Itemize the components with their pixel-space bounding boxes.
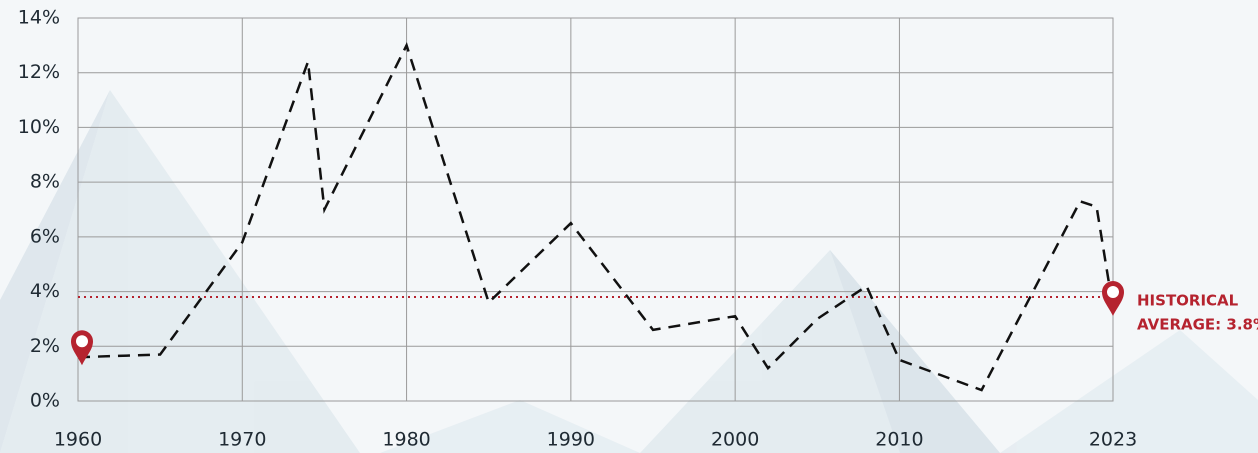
x-tick-label: 1980 [382, 429, 430, 451]
x-tick-label: 1960 [54, 429, 102, 451]
y-tick-label: 4% [30, 280, 60, 302]
data-line [77, 42, 1115, 392]
x-tick-label: 2010 [875, 429, 923, 451]
y-tick-label: 10% [18, 116, 60, 138]
y-tick-label: 2% [30, 335, 60, 357]
plot: 0% 2% 4% 6% 8% 10% 12% 14% 1960 1970 1980 1990 2000 2… [18, 7, 1258, 451]
x-tick-label: 1990 [547, 429, 595, 451]
x-tick-label: 2000 [711, 429, 759, 451]
background-mountains [0, 90, 1258, 453]
pin-hole [1107, 285, 1119, 298]
y-tick-label: 12% [18, 61, 60, 83]
y-tick-label: 14% [18, 7, 60, 29]
pin-hole [76, 335, 88, 348]
x-tick-label: 2023 [1089, 429, 1137, 451]
x-tick-label: 1970 [218, 429, 266, 451]
annotation-text: AVERAGE: 3.8% [1137, 316, 1258, 334]
y-tick-label: 0% [30, 390, 60, 412]
y-tick-label: 8% [30, 171, 60, 193]
annotation-text: HISTORICAL [1137, 292, 1239, 310]
y-tick-label: 6% [30, 225, 60, 247]
